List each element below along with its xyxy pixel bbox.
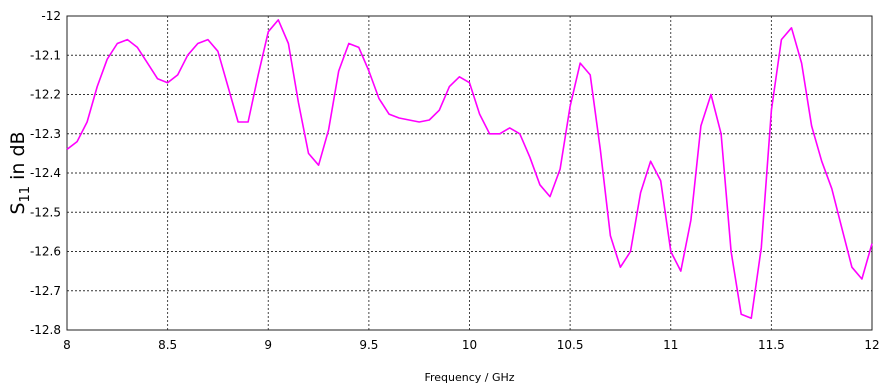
y-tick-label: -12.1 <box>30 48 61 62</box>
x-axis-title: Frequency / GHz <box>424 371 514 384</box>
y-tick-label: -12.4 <box>30 166 61 180</box>
y-tick-label: -12.2 <box>30 88 61 102</box>
x-tick-label: 9.5 <box>359 338 378 352</box>
x-tick-label: 11.5 <box>758 338 785 352</box>
y-tick-label: -12.8 <box>30 323 61 337</box>
y-tick-label: -12.6 <box>30 245 61 259</box>
s11-series-line <box>66 19 873 320</box>
y-axis-title-suffix: in dB <box>7 131 29 186</box>
y-axis-title: S11 in dB <box>7 131 33 214</box>
grid <box>67 16 872 330</box>
y-tick-label: -12.3 <box>30 127 61 141</box>
x-tick-label: 8.5 <box>158 338 177 352</box>
x-axis-tick-labels: 8 8.5 9 9.5 10 10.5 11 11.5 12 <box>63 338 879 352</box>
x-tick-label: 11 <box>663 338 678 352</box>
y-tick-label: -12.5 <box>30 205 61 219</box>
y-tick-label: -12 <box>41 9 61 23</box>
plot-frame <box>66 15 873 331</box>
y-tick-label: -12.7 <box>30 284 61 298</box>
x-tick-label: 10 <box>462 338 477 352</box>
y-axis-tick-labels: -12 -12.1 -12.2 -12.3 -12.4 -12.5 -12.6 -12.7 -1… <box>30 9 61 337</box>
x-tick-label: 8 <box>63 338 71 352</box>
y-axis-title-subscript: 11 <box>18 186 33 203</box>
x-tick-label: 10.5 <box>557 338 584 352</box>
x-tick-label: 12 <box>864 338 879 352</box>
y-axis-title-main: S <box>7 202 29 214</box>
x-tick-label: 9 <box>264 338 272 352</box>
